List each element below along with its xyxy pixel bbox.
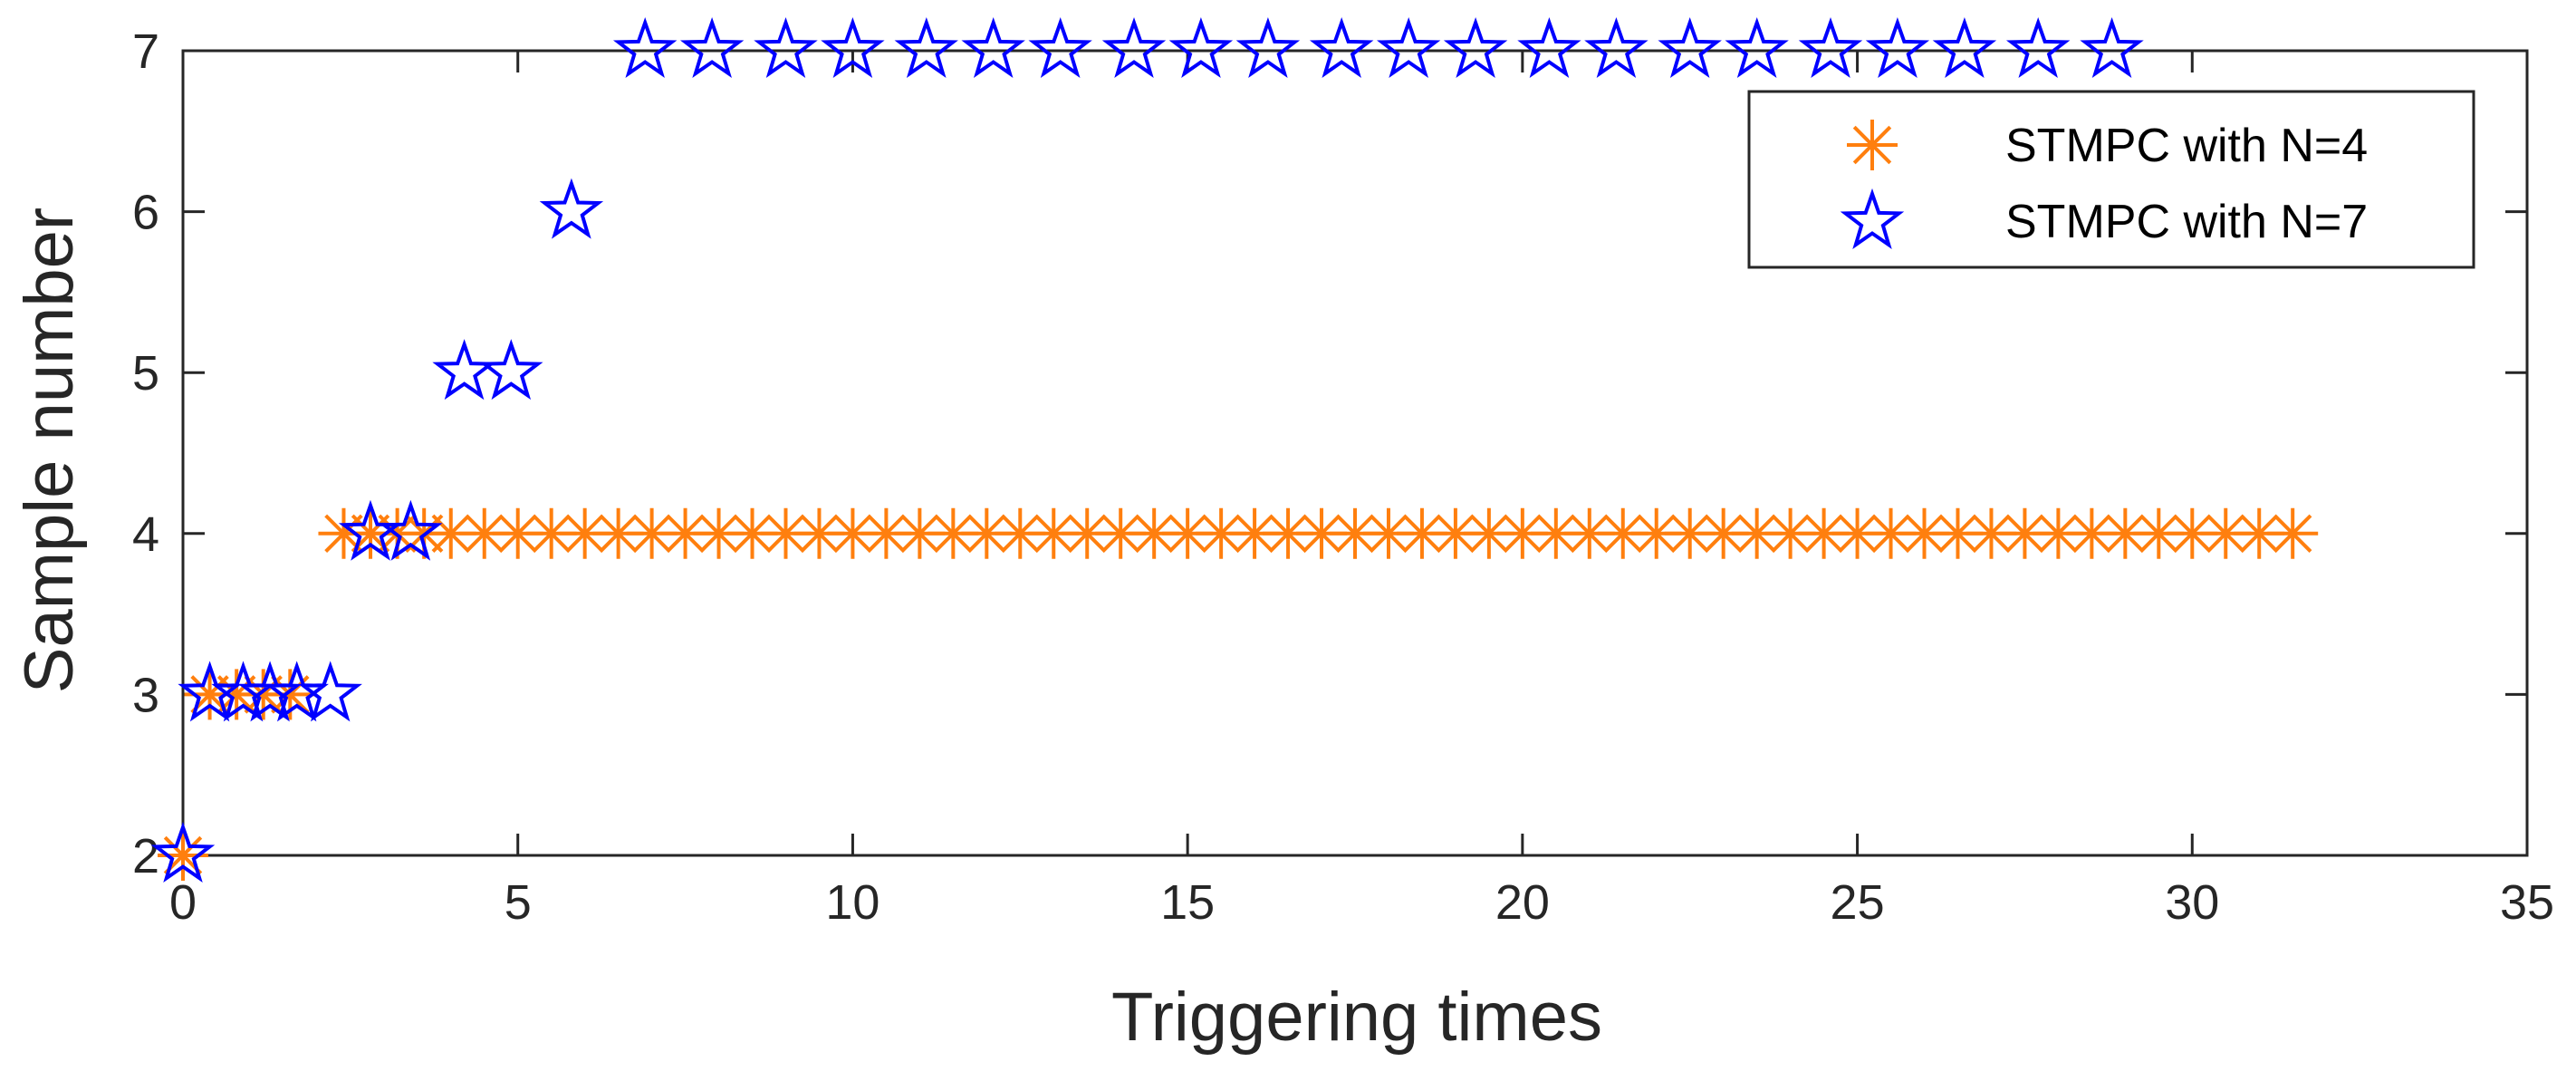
x-tick-label: 35 bbox=[2500, 875, 2554, 930]
data-point-n4 bbox=[1999, 507, 2051, 559]
data-point-n7 bbox=[1658, 16, 1722, 78]
data-point-n4 bbox=[2167, 507, 2218, 559]
data-point-n7 bbox=[150, 821, 216, 883]
data-point-n7 bbox=[2005, 16, 2071, 78]
x-tick-label: 25 bbox=[1831, 875, 1885, 930]
x-tick-label: 20 bbox=[1495, 875, 1550, 930]
x-tick-label: 30 bbox=[2165, 875, 2219, 930]
legend-marker-n4 bbox=[1847, 120, 1898, 170]
data-point-n7 bbox=[1101, 16, 1167, 78]
legend-label-n7: STMPC with N=7 bbox=[2005, 196, 2368, 248]
data-point-n4 bbox=[1362, 507, 1414, 559]
data-point-n4 bbox=[2066, 507, 2118, 559]
data-point-n7 bbox=[821, 16, 885, 78]
data-point-n4 bbox=[425, 507, 476, 559]
data-point-n7 bbox=[612, 16, 678, 78]
data-point-n7 bbox=[1376, 16, 1441, 79]
data-point-n7 bbox=[2080, 16, 2144, 79]
y-tick-label: 4 bbox=[132, 507, 159, 562]
y-tick-label: 6 bbox=[132, 186, 159, 240]
data-point-n7 bbox=[1235, 16, 1301, 78]
y-tick-label: 2 bbox=[132, 829, 159, 883]
data-point-n7 bbox=[479, 339, 543, 401]
data-point-n4 bbox=[2234, 507, 2285, 559]
data-point-n7 bbox=[1028, 16, 1092, 79]
data-point-n4 bbox=[1932, 507, 1984, 559]
y-tick-label: 3 bbox=[132, 668, 159, 722]
data-point-n7 bbox=[1865, 16, 1930, 78]
data-point-n7 bbox=[298, 661, 362, 722]
data-point-n4 bbox=[928, 507, 979, 559]
legend: STMPC with N=4 STMPC with N=7 bbox=[1747, 90, 2475, 269]
data-point-n4 bbox=[1597, 507, 1648, 559]
data-point-n7 bbox=[432, 339, 496, 401]
data-point-n7 bbox=[1168, 16, 1234, 78]
legend-marker-n7 bbox=[1840, 188, 1905, 249]
x-axis-label: Triggering times bbox=[1111, 979, 1602, 1056]
data-point-n7 bbox=[1443, 16, 1508, 78]
data-point-n7 bbox=[754, 16, 818, 78]
legend-box bbox=[1747, 90, 2475, 269]
y-tick-label: 5 bbox=[132, 346, 159, 401]
series-n7 bbox=[150, 16, 2144, 883]
x-tick-label: 0 bbox=[169, 875, 197, 930]
y-tick-label: 7 bbox=[132, 24, 159, 79]
data-point-n7 bbox=[1584, 16, 1648, 78]
data-point-n7 bbox=[1725, 16, 1789, 79]
data-point-n4 bbox=[1429, 507, 1481, 559]
data-point-n4 bbox=[961, 507, 1013, 559]
data-point-n7 bbox=[379, 499, 443, 561]
y-axis-label: Sample number bbox=[11, 208, 88, 694]
data-point-n7 bbox=[1309, 16, 1374, 78]
legend-label-n4: STMPC with N=4 bbox=[2005, 120, 2368, 172]
data-point-n7 bbox=[1517, 16, 1581, 78]
data-point-n7 bbox=[961, 16, 1025, 78]
x-tick-label: 15 bbox=[1160, 875, 1215, 930]
data-point-n7 bbox=[1932, 16, 1997, 78]
data-point-n7 bbox=[1798, 16, 1863, 78]
x-tick-label: 10 bbox=[825, 875, 879, 930]
series-n4 bbox=[158, 507, 2319, 881]
data-point-n4 bbox=[1563, 507, 1615, 559]
data-point-n4 bbox=[1196, 507, 1247, 559]
data-point-n4 bbox=[793, 507, 845, 559]
data-point-n4 bbox=[2267, 507, 2319, 559]
data-point-n7 bbox=[894, 16, 958, 78]
data-point-n4 bbox=[995, 507, 1046, 559]
x-tick-label: 5 bbox=[505, 875, 532, 930]
data-point-n7 bbox=[539, 178, 604, 239]
data-point-n7 bbox=[679, 16, 745, 79]
